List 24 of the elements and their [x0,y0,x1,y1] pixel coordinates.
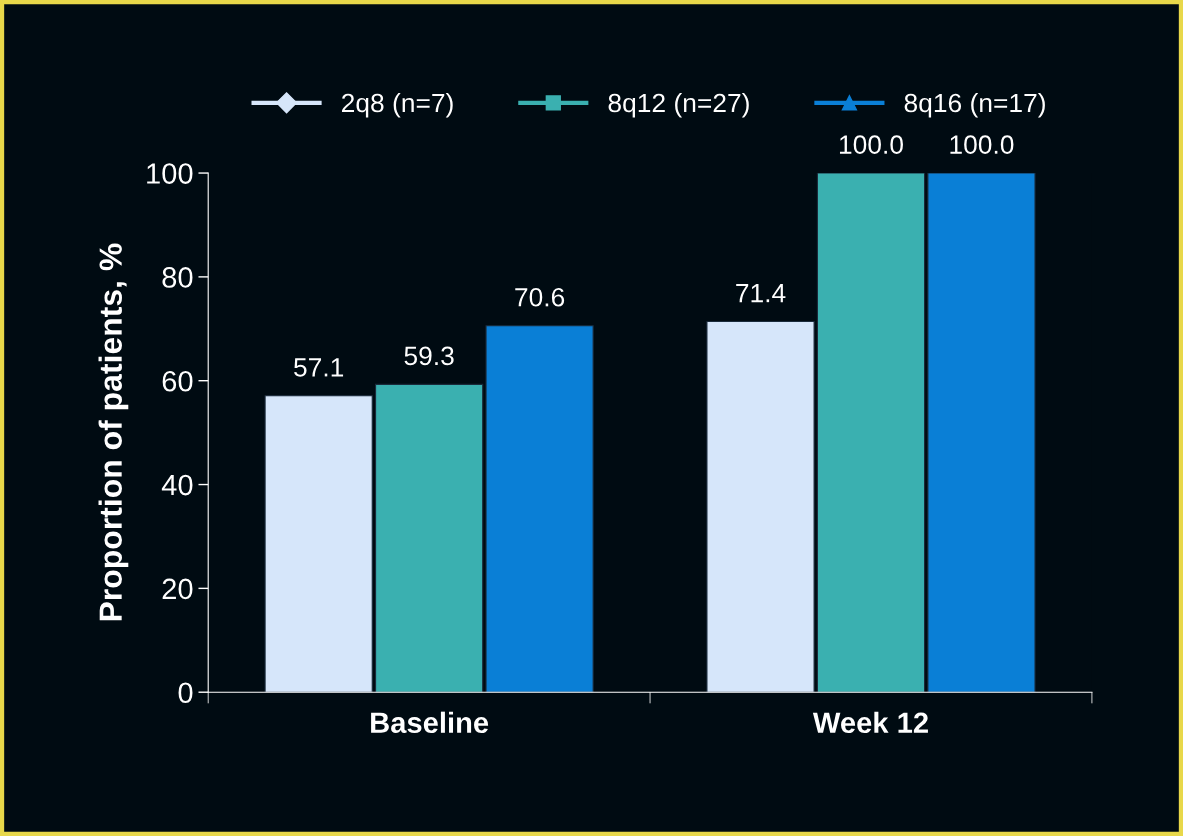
bar [375,383,484,693]
legend-label: 8q12 (n=27) [608,92,749,118]
y-axis-title: Proportion of patients, % [98,243,129,621]
x-tick-label: Week 12 [812,711,928,734]
y-tick-label: 100 [147,163,193,184]
bar [927,173,1036,693]
y-tick-label: 40 [161,474,193,496]
legend-label: 2q8 (n=7) [341,92,453,118]
bar [485,325,594,693]
y-tick-label: 20 [162,578,193,600]
data-label: 57.1 [294,358,344,377]
y-tick-label: 0 [178,682,193,704]
bar [816,173,926,693]
data-label: 100.0 [950,135,1014,154]
y-tick-label: 80 [162,267,193,288]
data-label: 71.4 [736,284,786,303]
bar [264,395,373,693]
data-label: 100.0 [839,135,903,154]
data-label: 59.3 [404,346,454,366]
bar [706,320,815,693]
data-label: 70.6 [515,287,565,307]
y-tick-label: 60 [162,370,193,392]
legend-label: 8q16 (n=17) [904,92,1045,118]
x-tick-label: Baseline [371,711,489,734]
